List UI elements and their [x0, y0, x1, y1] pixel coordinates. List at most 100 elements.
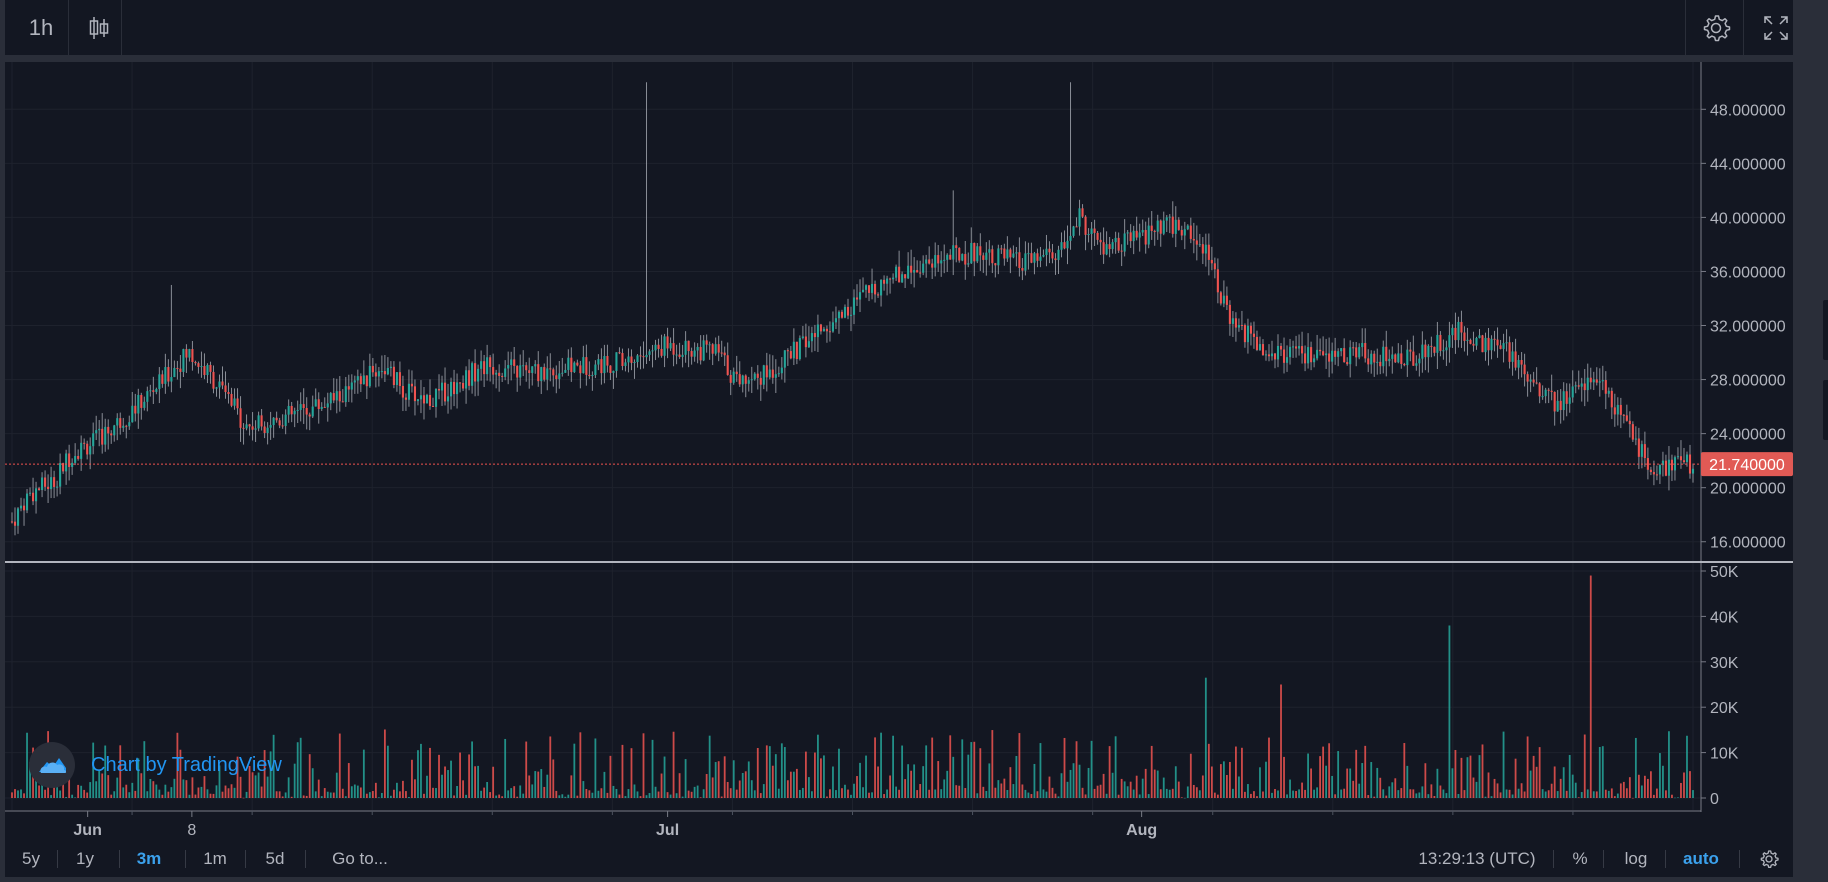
volume-bar [83, 789, 86, 798]
candle-body [1159, 220, 1162, 234]
goto-button[interactable]: Go to... [332, 849, 388, 868]
candle-body [946, 254, 949, 260]
candle-body [943, 259, 946, 261]
volume-bar [164, 784, 167, 798]
candle-body [456, 382, 459, 395]
range-1y-button[interactable]: 1y [76, 849, 94, 868]
settings-button[interactable] [1691, 0, 1741, 55]
range-5d-button[interactable]: 5d [265, 849, 285, 868]
candle-body [1084, 216, 1087, 235]
candle-body [1240, 325, 1243, 327]
chart-style-button[interactable] [77, 0, 121, 55]
volume-bar [14, 789, 16, 798]
range-3m-button[interactable]: 3m [136, 849, 162, 868]
chart-area[interactable]: 48.000000 44.000000 40.000000 36.000000 32.0… [0, 0, 1828, 841]
candle-body [949, 254, 952, 260]
volume-bar [672, 731, 675, 798]
candle-body [1550, 390, 1553, 392]
candle-body [919, 272, 922, 274]
candle-body [522, 365, 525, 367]
candle-body [1463, 332, 1466, 341]
volume-bar [1373, 796, 1376, 798]
interval-button[interactable]: 1h [21, 0, 61, 55]
toolbar-divider [1743, 0, 1744, 55]
volume-bar [284, 792, 287, 798]
candle-body [886, 278, 889, 284]
range-5y-button[interactable]: 5y [22, 849, 40, 868]
percent-scale-button[interactable]: % [1572, 849, 1588, 868]
volume-bar [393, 789, 395, 798]
candle-body [558, 373, 561, 380]
range-1m-button[interactable]: 1m [203, 849, 227, 868]
volume-bar [1102, 773, 1105, 798]
candle-body [1198, 244, 1201, 246]
volume-bar [660, 773, 663, 798]
volume-bar [1680, 782, 1682, 798]
candle-body [1568, 397, 1571, 404]
volume-bar [1637, 774, 1640, 798]
volume-bar [1006, 789, 1009, 798]
candle-body [714, 344, 717, 354]
chart-settings-button[interactable] [1751, 841, 1787, 877]
candle-body [1619, 404, 1622, 415]
candle-body [1000, 248, 1003, 250]
volume-bar [1577, 797, 1580, 798]
candle-body [765, 365, 768, 378]
volume-bar [1117, 794, 1120, 798]
scrollbar-handle[interactable] [1823, 300, 1828, 360]
volume-bar [1126, 786, 1129, 798]
volume-bar [1538, 747, 1541, 798]
candle-body [819, 324, 822, 332]
candle-body [1285, 357, 1289, 363]
volume-bar [1607, 790, 1610, 798]
auto-scale-button[interactable]: auto [1683, 849, 1719, 868]
candle-body [116, 418, 119, 426]
volume-bar [696, 785, 699, 798]
candle-body [248, 424, 251, 427]
candle-body [858, 292, 862, 300]
time-axis[interactable]: Jun 8 Jul Aug [73, 811, 1574, 839]
volume-bar [792, 771, 795, 798]
candle-body [582, 357, 585, 374]
volume-bar [916, 790, 919, 798]
candle-body [344, 386, 347, 403]
candle-body [1237, 325, 1240, 328]
volume-bar [1568, 754, 1571, 798]
volume-bar [365, 793, 368, 798]
candle-body [290, 405, 293, 415]
candle-body [245, 424, 248, 429]
toolbar-divider [1553, 850, 1554, 868]
volume-bar [269, 751, 272, 798]
candle-body [1003, 248, 1006, 259]
log-scale-button[interactable]: log [1624, 849, 1648, 868]
volume-bar [552, 759, 555, 798]
candle-body [624, 362, 627, 366]
tradingview-watermark[interactable]: Chart by TradingView [29, 742, 359, 790]
candle-body [1213, 263, 1216, 270]
candle-body [1075, 226, 1078, 228]
scrollbar-handle[interactable] [1823, 380, 1828, 440]
candle-body [167, 367, 170, 382]
candle-body [164, 367, 167, 384]
volume-bar [1376, 767, 1379, 798]
candle-body [1520, 360, 1523, 365]
volume-bar [1283, 756, 1285, 798]
candle-body [489, 357, 492, 368]
candle-body [889, 278, 892, 280]
watermark-text: Chart by TradingView [91, 754, 282, 776]
volume-bar [1574, 782, 1577, 798]
volume-bar [768, 746, 771, 798]
volume-bar [582, 781, 585, 798]
volume-bar [765, 745, 768, 798]
candle-body [762, 365, 765, 385]
candle-body [627, 356, 630, 363]
candle-body [1231, 318, 1234, 324]
fullscreen-button[interactable] [1751, 0, 1801, 55]
candle-body [149, 390, 152, 392]
candle-body [976, 246, 979, 262]
candle-body [347, 386, 350, 390]
volume-bar [26, 732, 28, 798]
candle-body [967, 263, 970, 265]
candle-body [771, 369, 774, 378]
volume-bar [750, 780, 753, 798]
